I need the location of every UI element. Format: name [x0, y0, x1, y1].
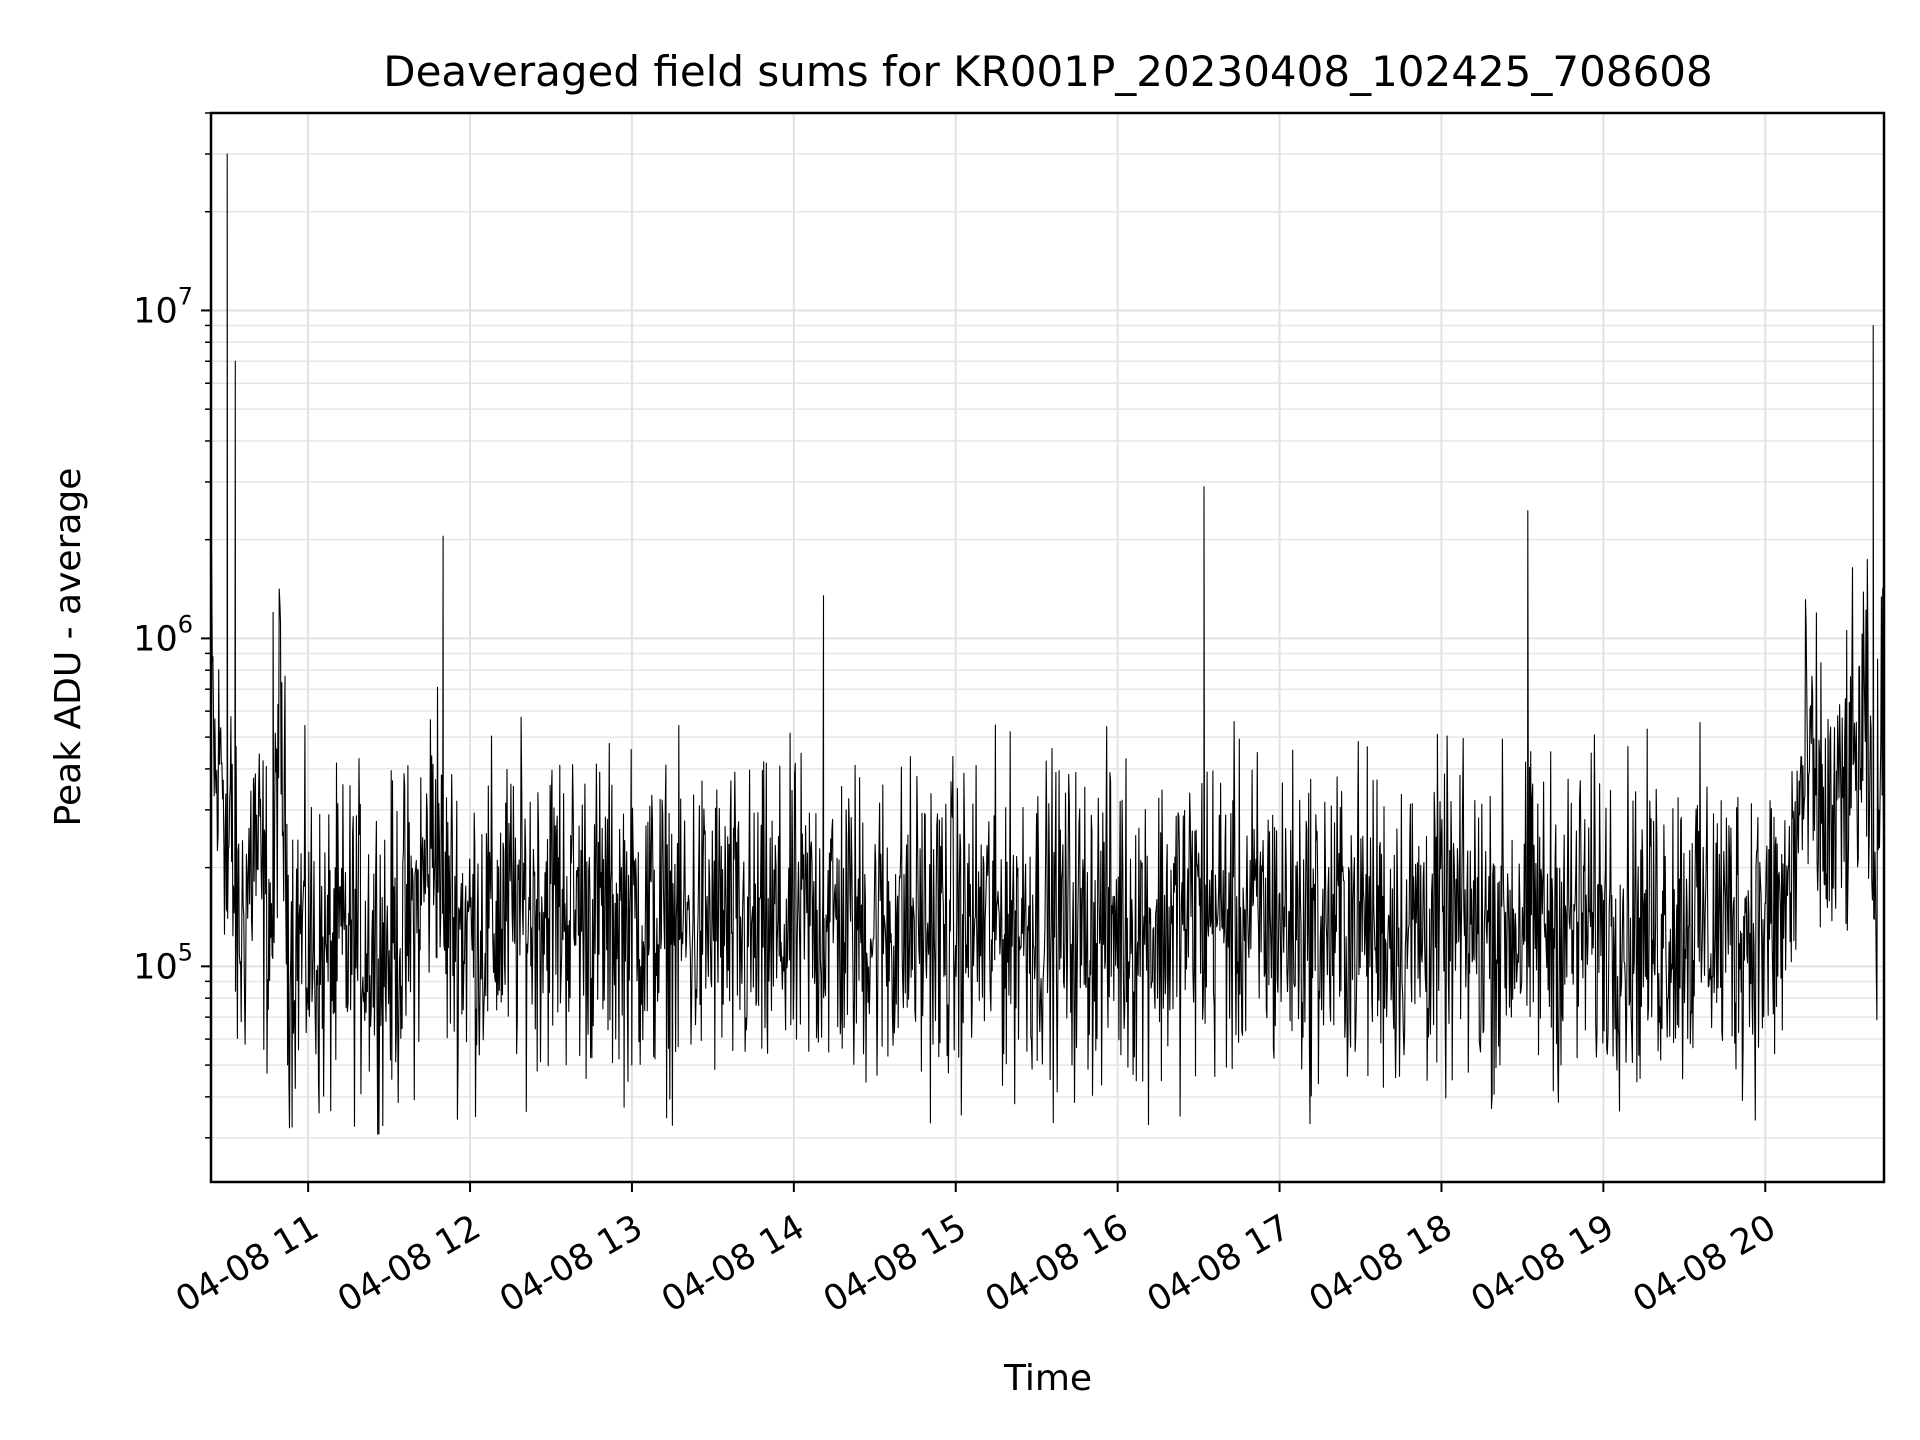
y-tick-label: 105 [133, 938, 193, 987]
y-tick-base: 10 [133, 947, 178, 987]
y-tick-label: 106 [133, 610, 193, 659]
chart-title: Deaveraged field sums for KR001P_2023040… [383, 47, 1713, 96]
y-tick-base: 10 [133, 291, 178, 331]
plot-background [211, 113, 1884, 1182]
series-line [210, 153, 1885, 1135]
y-axis-label: Peak ADU - average [48, 468, 89, 827]
y-tick-label: 107 [133, 282, 193, 331]
y-tick-exponent: 7 [178, 282, 193, 310]
y-tick-exponent: 5 [178, 938, 193, 966]
y-tick-base: 10 [133, 619, 178, 659]
plot-area [209, 111, 1886, 1184]
y-tick-exponent: 6 [178, 610, 193, 638]
x-axis-label: Time [1003, 1358, 1092, 1399]
plot-frame [209, 111, 1886, 1184]
series-layer [210, 153, 1885, 1135]
